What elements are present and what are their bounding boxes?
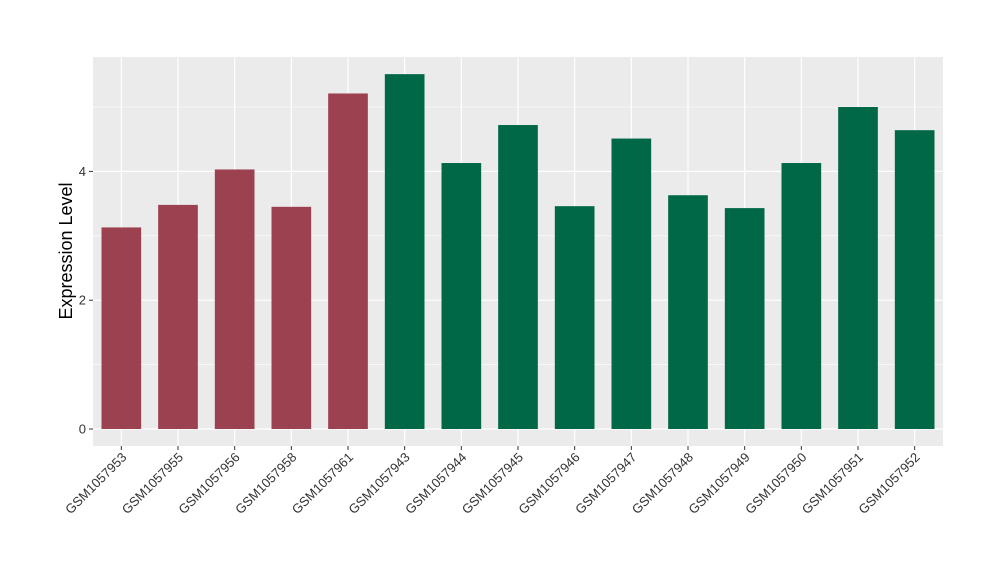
bar (554, 206, 595, 429)
bar (724, 208, 765, 429)
y-tick-label: 2 (79, 293, 86, 308)
y-tick-label: 4 (79, 164, 86, 179)
bar (498, 125, 538, 430)
bar (894, 130, 935, 429)
y-axis-title: Expression Level (56, 182, 76, 319)
bar (384, 74, 425, 429)
y-axis: 0 2 4 (79, 164, 93, 437)
bar (158, 204, 198, 429)
bar (668, 195, 708, 429)
bars-group (101, 74, 935, 430)
bar (101, 227, 142, 429)
x-axis: GSM1057953GSM1057955GSM1057956GSM1057958… (62, 446, 923, 517)
bar (611, 138, 652, 429)
bar (441, 163, 482, 429)
bar (328, 93, 368, 429)
y-tick-label: 0 (79, 422, 86, 437)
bar (838, 107, 878, 429)
bar (781, 163, 822, 429)
bar (271, 206, 312, 429)
bar (214, 169, 255, 429)
